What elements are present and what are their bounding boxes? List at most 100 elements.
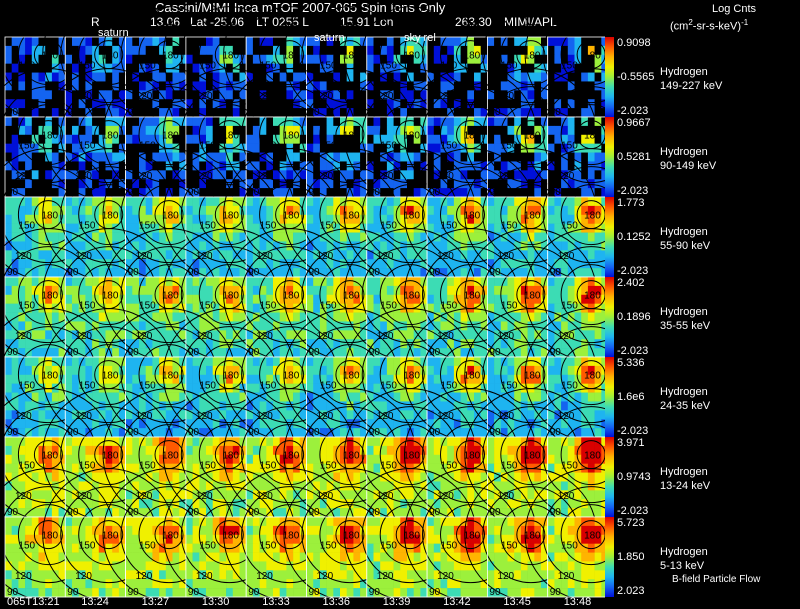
- heatmap-cell: [467, 161, 475, 171]
- heatmap-cell: [500, 197, 508, 207]
- heatmap-cell: [252, 419, 260, 429]
- heatmap-cell: [11, 490, 19, 500]
- heatmap-cell: [92, 392, 100, 402]
- heatmap-cell: [413, 37, 421, 47]
- heatmap-cell: [239, 330, 247, 340]
- heatmap-cell: [467, 339, 475, 349]
- heatmap-cell: [534, 54, 542, 64]
- heatmap-cell: [98, 90, 106, 100]
- heatmap-cell: [413, 205, 421, 216]
- heatmap-cell: [574, 197, 582, 207]
- heatmap-cell: [386, 197, 394, 207]
- heatmap-cell: [453, 419, 461, 429]
- heatmap-cell: [92, 268, 100, 278]
- heatmap-cell: [507, 63, 515, 73]
- heatmap-cell: [346, 125, 354, 136]
- heatmap-cell: [199, 108, 207, 118]
- heatmap-cell: [51, 445, 59, 456]
- heatmap-cell: [567, 277, 575, 287]
- heatmap-cell: [514, 37, 522, 47]
- heatmap-cell: [554, 37, 562, 47]
- heatmap-cell: [145, 179, 153, 189]
- heatmap-cell: [172, 312, 180, 322]
- heatmap-cell: [58, 428, 66, 438]
- heatmap-cell: [494, 285, 502, 296]
- heatmap-cell: [507, 134, 515, 144]
- heatmap-cell: [45, 197, 53, 207]
- heatmap-cell: [273, 152, 280, 162]
- heatmap-cell: [239, 108, 247, 118]
- heatmap-cell: [65, 232, 73, 242]
- heatmap-cell: [212, 383, 220, 393]
- heatmap-cell: [38, 312, 46, 322]
- heatmap-cell: [581, 383, 589, 393]
- heatmap-cell: [333, 428, 341, 438]
- heatmap-cell: [467, 357, 475, 367]
- heatmap-cell: [38, 99, 46, 109]
- contour-label: 180: [41, 291, 58, 302]
- heatmap-cell: [574, 419, 582, 429]
- heatmap-cell: [574, 170, 582, 180]
- contour-label: 180: [283, 371, 300, 382]
- heatmap-cell: [51, 285, 59, 296]
- heatmap-cell: [541, 143, 548, 153]
- heatmap-cell: [199, 472, 207, 482]
- heatmap-cell: [393, 90, 401, 100]
- heatmap-cell: [132, 294, 140, 304]
- heatmap-cell: [159, 508, 167, 518]
- heatmap-cell: [11, 241, 19, 251]
- heatmap-cell: [266, 437, 274, 447]
- heatmap-cell: [567, 365, 575, 376]
- heatmap-cell: [125, 401, 133, 411]
- heatmap-cell: [514, 232, 522, 242]
- heatmap-cell: [474, 339, 481, 349]
- contour-label: 90: [7, 507, 19, 518]
- heatmap-cell: [219, 339, 227, 349]
- heatmap-cell: [386, 117, 394, 127]
- contour-label: 90: [550, 107, 562, 118]
- heatmap-cell: [487, 54, 495, 64]
- heatmap-cell: [11, 205, 19, 216]
- heatmap-cell: [587, 81, 595, 91]
- heatmap-cell: [206, 481, 213, 491]
- heatmap-cell: [199, 81, 207, 91]
- heatmap-cell: [58, 339, 66, 349]
- heatmap-cell: [85, 161, 93, 171]
- heatmap-cell: [299, 179, 307, 189]
- heatmap-cell: [18, 401, 26, 411]
- heatmap-cell: [98, 463, 106, 473]
- heatmap-cell: [333, 241, 341, 251]
- heatmap-cell: [353, 54, 361, 64]
- heatmap-cell: [534, 383, 542, 393]
- heatmap-cell: [25, 197, 33, 207]
- contour-label: 120: [256, 171, 273, 182]
- heatmap-cell: [507, 339, 515, 349]
- heatmap-cell: [232, 232, 240, 242]
- heatmap-cell: [192, 321, 200, 331]
- heatmap-cell: [246, 250, 254, 260]
- heatmap-cell: [299, 472, 307, 482]
- heatmap-cell: [92, 223, 100, 233]
- heatmap-cell: [11, 294, 19, 304]
- heatmap-cell: [286, 99, 294, 109]
- heatmap-cell: [574, 357, 582, 367]
- contour-label: 180: [41, 451, 58, 462]
- contour-label: 150: [139, 461, 156, 472]
- heatmap-cell: [420, 348, 428, 358]
- heatmap-cell: [574, 99, 582, 109]
- heatmap-cell: [239, 321, 247, 331]
- heatmap-cell: [346, 410, 354, 420]
- heatmap-cell: [98, 250, 106, 260]
- heatmap-cell: [92, 277, 100, 287]
- heatmap-cell: [306, 161, 314, 171]
- heatmap-cell: [279, 374, 287, 384]
- heatmap-cell: [125, 152, 133, 162]
- heatmap-cell: [212, 339, 220, 349]
- heatmap-cell: [252, 223, 260, 233]
- heatmap-cell: [226, 205, 234, 216]
- heatmap-cell: [319, 357, 327, 367]
- heatmap-cell: [293, 117, 301, 127]
- heatmap-cell: [413, 152, 421, 162]
- heatmap-cell: [554, 117, 562, 127]
- heatmap-cell: [293, 277, 301, 287]
